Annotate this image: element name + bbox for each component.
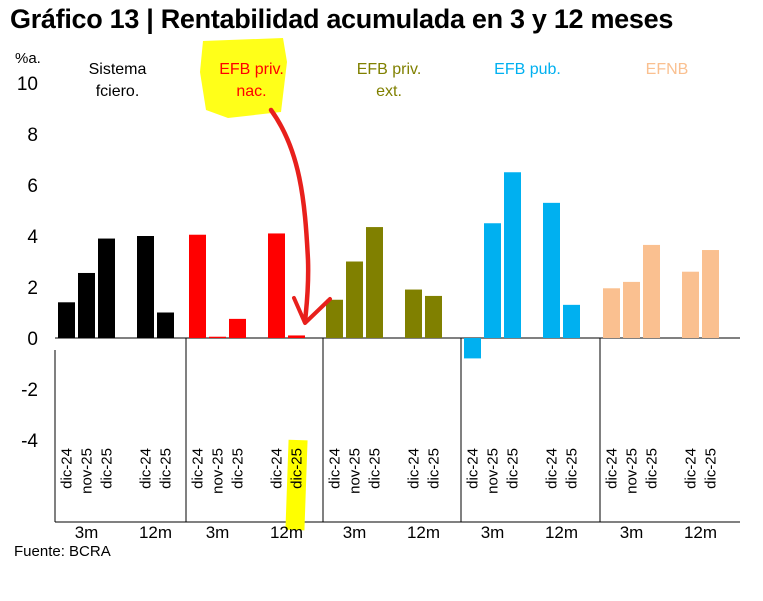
series-label: EFB pub. <box>494 61 561 78</box>
category-tick-label: nov-25 <box>347 448 364 494</box>
series-label: ext. <box>376 83 402 100</box>
category-tick-label: dic-25 <box>99 448 116 489</box>
bar <box>425 295 442 338</box>
y-axis-unit: %a. <box>15 50 41 67</box>
category-tick-label: dic-25 <box>564 448 581 489</box>
bar <box>623 281 640 338</box>
category-tick-label: dic-24 <box>190 448 207 489</box>
bar <box>157 312 174 338</box>
bar <box>137 236 154 338</box>
y-tick-label: 6 <box>27 176 38 197</box>
category-tick-label: dic-25 <box>644 448 661 489</box>
y-tick-label: 10 <box>17 74 38 95</box>
y-tick-label: 2 <box>27 278 38 299</box>
bar <box>58 302 75 338</box>
category-tick-label: dic-24 <box>269 448 286 489</box>
highlight-mark <box>200 38 287 118</box>
category-tick-label: dic-24 <box>465 448 482 489</box>
series-label: nac. <box>236 83 266 100</box>
bar <box>405 289 422 338</box>
annotation-arrow-head <box>292 296 332 325</box>
category-tick-label: nov-25 <box>210 448 227 494</box>
bar <box>682 271 699 338</box>
bar <box>229 318 246 338</box>
bar <box>366 227 383 338</box>
series-label: Sistema <box>89 61 147 78</box>
series-label: fciero. <box>96 83 140 100</box>
period-label: 3m <box>75 523 99 542</box>
series-label: EFNB <box>646 61 689 78</box>
category-tick-label: dic-24 <box>683 448 700 489</box>
category-tick-label: dic-25 <box>367 448 384 489</box>
category-tick-label: dic-24 <box>604 448 621 489</box>
source-note: Fuente: BCRA <box>14 543 111 560</box>
bar <box>702 250 719 338</box>
bar <box>288 335 305 338</box>
category-tick-label: dic-24 <box>138 448 155 489</box>
y-tick-label: -4 <box>21 431 38 452</box>
period-label: 12m <box>270 523 303 542</box>
bar <box>346 261 363 338</box>
category-tick-label: dic-25 <box>289 448 306 489</box>
bar <box>268 233 285 338</box>
period-label: 12m <box>545 523 578 542</box>
category-tick-label: dic-25 <box>426 448 443 489</box>
y-tick-label: 0 <box>27 329 38 350</box>
bar <box>563 304 580 338</box>
series-label: EFB priv. <box>357 61 422 78</box>
bar <box>464 338 481 359</box>
category-tick-label: dic-24 <box>327 448 344 489</box>
period-label: 3m <box>620 523 644 542</box>
category-tick-label: nov-25 <box>79 448 96 494</box>
bar <box>643 244 660 338</box>
category-tick-label: dic-24 <box>406 448 423 489</box>
category-tick-label: dic-24 <box>544 448 561 489</box>
period-label: 12m <box>407 523 440 542</box>
chart-title: Gráfico 13 | Rentabilidad acumulada en 3… <box>10 4 674 34</box>
highlight-mark <box>285 439 308 531</box>
bar <box>326 299 343 338</box>
y-tick-label: 8 <box>27 125 38 146</box>
period-label: 12m <box>139 523 172 542</box>
category-tick-label: dic-25 <box>158 448 175 489</box>
bar <box>543 202 560 338</box>
series-label: EFB priv. <box>219 61 284 78</box>
category-tick-label: dic-25 <box>505 448 522 489</box>
period-label: 3m <box>206 523 230 542</box>
category-tick-label: dic-25 <box>230 448 247 489</box>
bar <box>504 172 521 338</box>
y-tick-label: -2 <box>21 380 38 401</box>
bar <box>484 223 501 338</box>
bar <box>78 272 95 338</box>
bar <box>209 336 226 338</box>
annotation-arrow-shaft <box>268 107 311 325</box>
period-label: 3m <box>343 523 367 542</box>
period-label: 12m <box>684 523 717 542</box>
category-tick-label: dic-24 <box>59 448 76 489</box>
category-tick-label: nov-25 <box>624 448 641 494</box>
period-label: 3m <box>481 523 505 542</box>
category-tick-label: nov-25 <box>485 448 502 494</box>
y-tick-label: 4 <box>27 227 38 248</box>
bar <box>603 288 620 338</box>
bar <box>189 234 206 338</box>
category-tick-label: dic-25 <box>703 448 720 489</box>
bar <box>98 238 115 338</box>
